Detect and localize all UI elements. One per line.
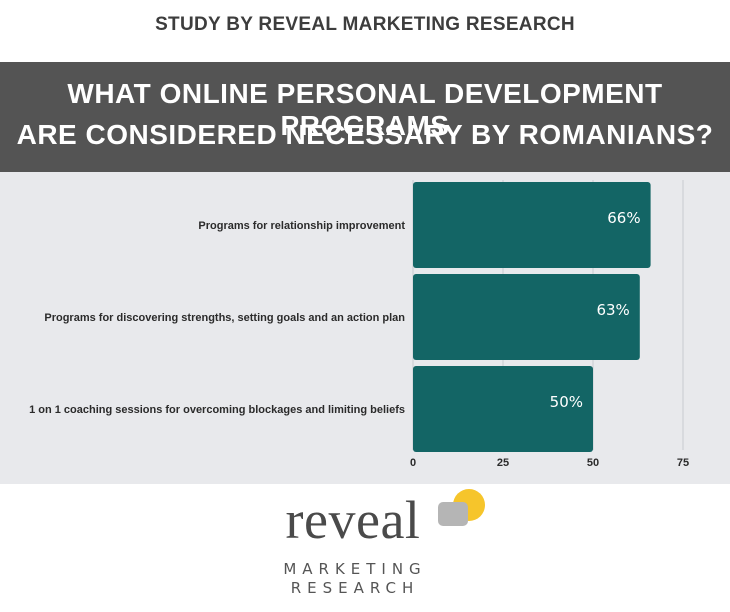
logo-subtitle-line-2: RESEARCH xyxy=(290,579,420,597)
data-label-1: 63% xyxy=(596,301,629,319)
chart-title-line-2: ARE CONSIDERED NECESSARY BY ROMANIANS? xyxy=(16,119,714,150)
logo-wordmark: reveal xyxy=(285,490,421,550)
x-tick-label-3: 75 xyxy=(677,457,689,469)
bar-1 xyxy=(413,274,640,360)
category-label-1: Programs for discovering strengths, sett… xyxy=(44,312,405,324)
logo-subtitle-line-1: MARKETING xyxy=(283,560,427,578)
bar-chart: Programs for relationship improvement 66%… xyxy=(29,180,689,469)
study-label: STUDY BY REVEAL MARKETING RESEARCH xyxy=(155,14,575,35)
bar-2 xyxy=(413,366,593,452)
data-label-2: 50% xyxy=(550,393,583,411)
bar-0 xyxy=(413,182,651,268)
x-tick-label-1: 25 xyxy=(497,457,509,469)
chart-area: Programs for relationship improvement 66%… xyxy=(0,172,730,484)
x-tick-label-2: 50 xyxy=(587,457,599,469)
data-label-0: 66% xyxy=(607,209,640,227)
category-label-2: 1 on 1 coaching sessions for overcoming … xyxy=(29,404,405,416)
logo-mark-icon xyxy=(438,489,485,526)
category-label-0: Programs for relationship improvement xyxy=(198,220,405,232)
title-banner: WHAT ONLINE PERSONAL DEVELOPMENT PROGRAM… xyxy=(0,62,730,172)
x-tick-label-0: 0 xyxy=(410,457,416,469)
chart-title-line-1: WHAT ONLINE PERSONAL DEVELOPMENT PROGRAM… xyxy=(67,78,663,141)
brand-logo: reveal MARKETING RESEARCH xyxy=(0,484,730,612)
